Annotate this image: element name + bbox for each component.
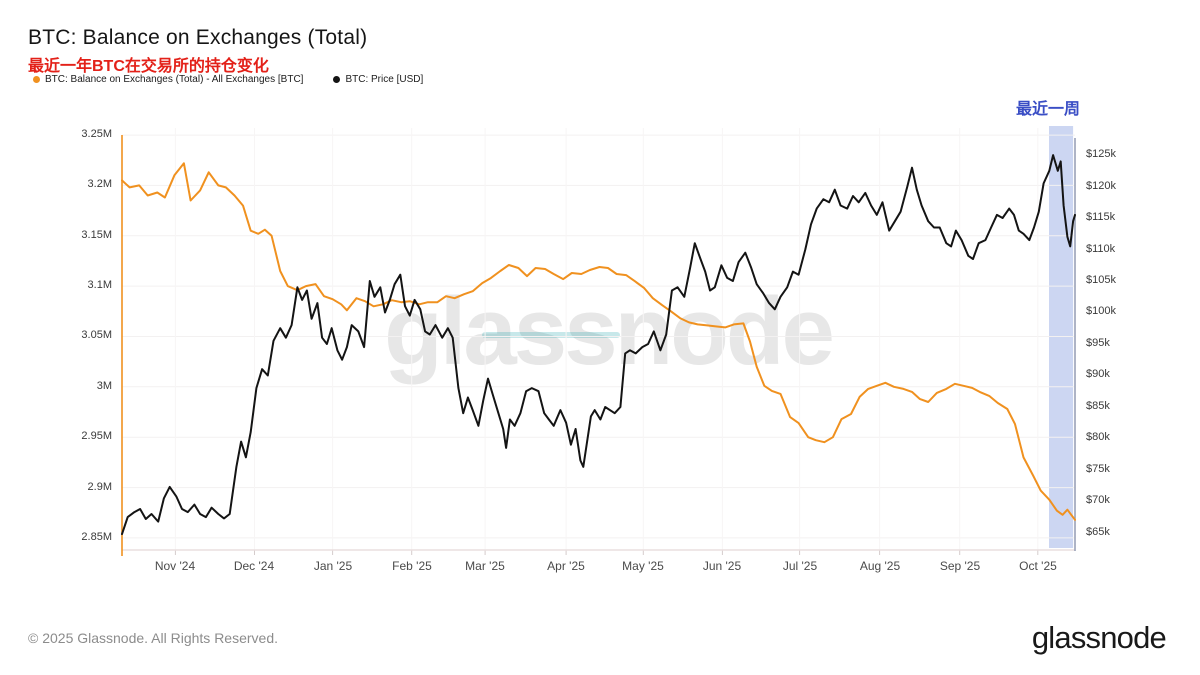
watermark-url-remnant [482,332,620,338]
page-title: BTC: Balance on Exchanges (Total) [28,26,368,49]
price-series-dot-icon [333,76,341,83]
page-subtitle: 最近一年BTC在交易所的持仓变化 [28,58,269,75]
balance-line [121,162,1076,521]
last-week-annotation: 最近一周 [1016,101,1081,118]
legend-item-price-label: BTC: Price [USD] [345,74,424,85]
legend-item-balance-label: BTC: Balance on Exchanges (Total) - All … [45,74,304,85]
legend-item-balance[interactable]: BTC: Balance on Exchanges (Total) - All … [33,74,303,85]
balance-series-dot-icon [33,76,40,83]
glassnode-watermark: glassnode [384,278,835,385]
chart-legend: BTC: Balance on Exchanges (Total) - All … [33,74,423,85]
price-line [121,154,1076,536]
footer-copyright: © 2025 Glassnode. All Rights Reserved. [28,630,279,646]
glassnode-logo: glassnode [1031,620,1167,655]
legend-item-price[interactable]: BTC: Price [USD] [333,74,423,85]
